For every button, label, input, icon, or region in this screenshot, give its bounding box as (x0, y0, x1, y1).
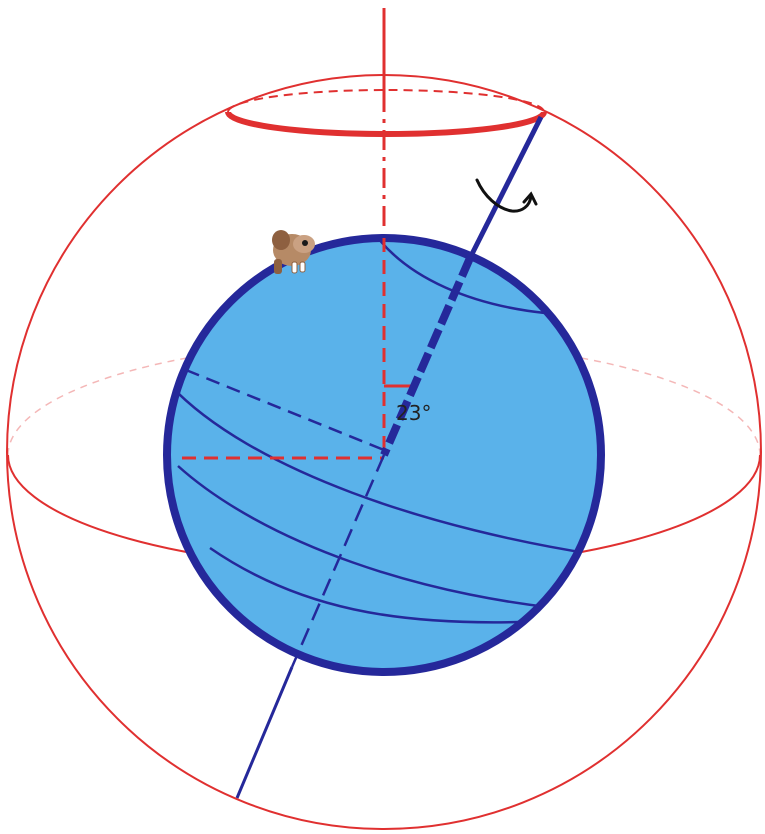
earth-axis-north-inner (380, 256, 474, 457)
precession-circle-front (225, 111, 547, 137)
equatorial-radius (185, 368, 385, 452)
precession-circle-back (227, 89, 545, 113)
earth-latitude-lines (169, 238, 601, 624)
earth-axis-north-outer (467, 115, 544, 260)
rotation-arrow-arc (475, 178, 533, 213)
latitude-line (377, 238, 546, 315)
rotation-arrow-head (522, 191, 538, 206)
latitude-line (169, 384, 601, 558)
earth-axis-south-inner (290, 454, 386, 668)
latitude-line (177, 465, 601, 614)
tilt-angle-label: 23° (396, 401, 431, 425)
curved-rotation-arrow-icon (475, 178, 538, 213)
earth-axis-south-outer (235, 666, 294, 799)
earth-axis (235, 115, 544, 799)
latitude-line (209, 546, 521, 624)
observer-figure-icon (272, 230, 315, 274)
